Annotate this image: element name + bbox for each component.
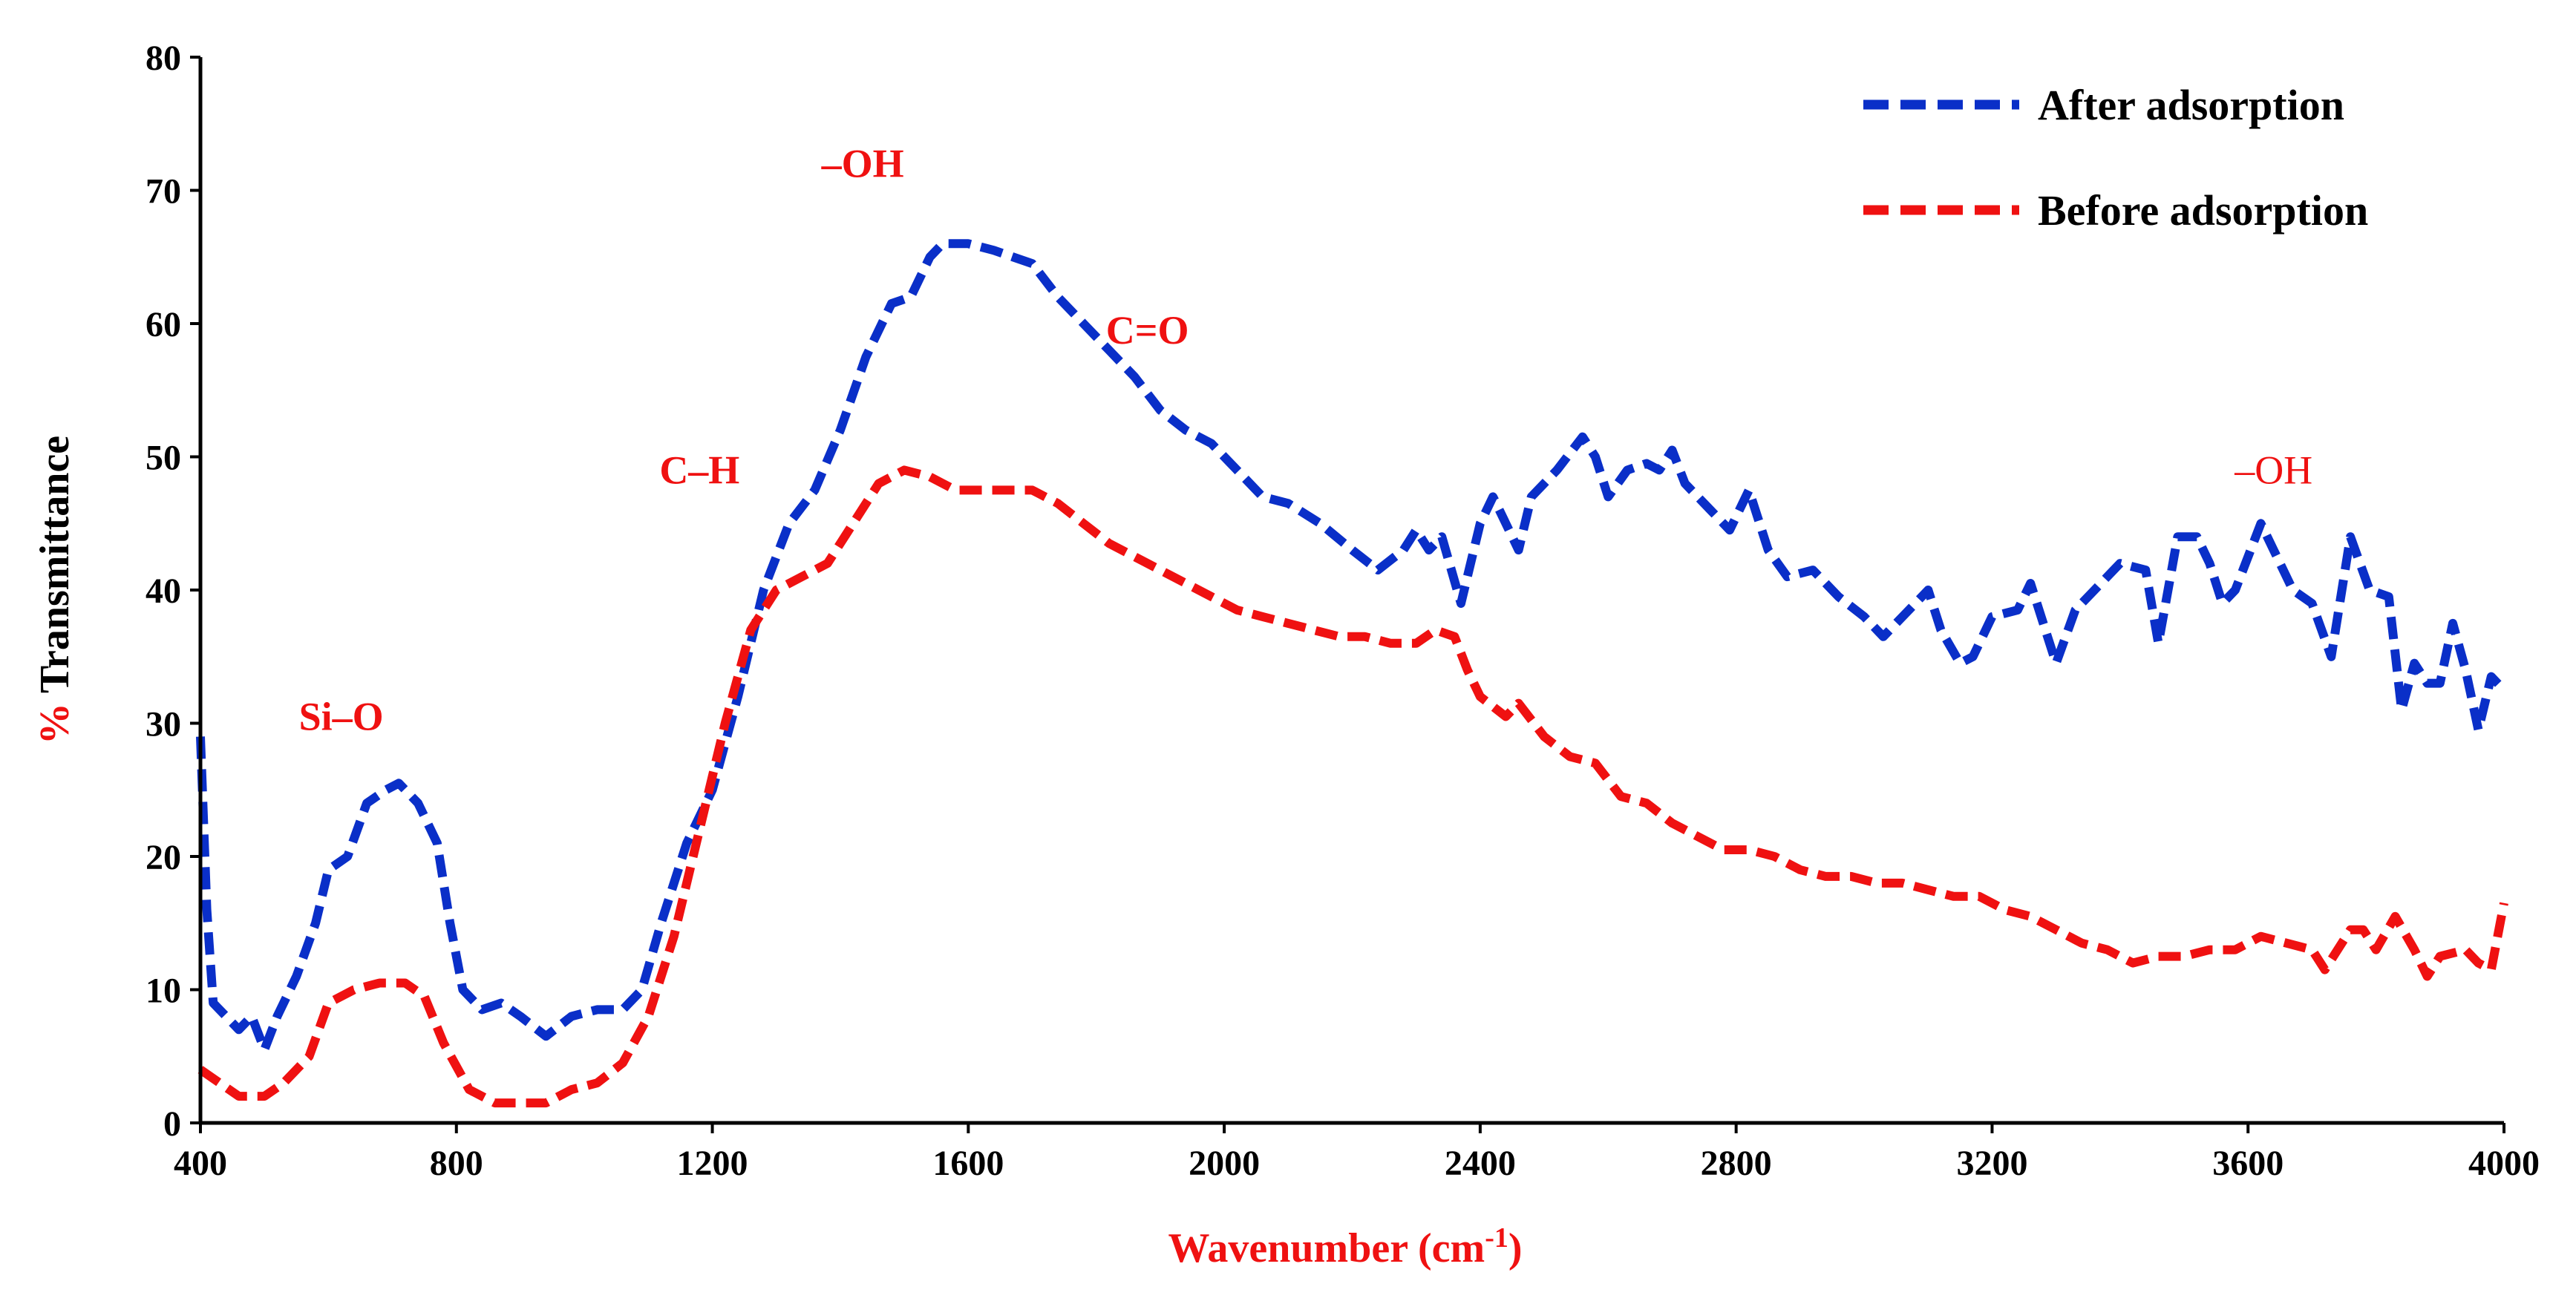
y-axis-title: % Transmittance [32, 436, 78, 744]
annotation-label: –OH [2234, 448, 2312, 492]
x-tick-label: 4000 [2468, 1144, 2540, 1183]
y-tick-label: 50 [146, 439, 181, 478]
y-axis-title-main: Transmittance [32, 436, 78, 703]
annotation-label: Si–O [299, 694, 384, 738]
y-tick-label: 40 [146, 571, 181, 611]
x-tick-label: 1600 [932, 1144, 1004, 1183]
x-tick-label: 800 [430, 1144, 483, 1183]
annotation-label: C=O [1106, 308, 1189, 353]
annotation-label: C–H [659, 448, 739, 492]
annotation-label: –OH [821, 142, 904, 186]
series-line-after-adsorption [196, 239, 2508, 1055]
legend-label-before: Before adsorption [2038, 186, 2368, 235]
ticks-layer: 400 800 1200 1600 2000 2400 2800 3200 3600 4000 0 1… [146, 39, 2540, 1183]
x-tick-label: 2000 [1189, 1144, 1260, 1183]
series-line-before-adsorption [197, 465, 2508, 1108]
x-axis-title-sup: -1 [1485, 1222, 1508, 1254]
series-layer [196, 239, 2508, 1108]
x-tick-label: 3600 [2212, 1144, 2284, 1183]
y-tick-label: 10 [146, 972, 181, 1011]
x-axis-title: Wavenumber (cm-1) [1168, 1222, 1522, 1271]
annotations: Si–O –OH C=O C–H –OH [299, 142, 2313, 739]
y-tick-label: 80 [146, 39, 181, 78]
legend-label-after: After adsorption [2038, 81, 2344, 129]
y-tick-label: 0 [163, 1104, 181, 1144]
x-axis-title-main: Wavenumber (cm [1168, 1225, 1485, 1271]
y-axis-title-prefix: % [32, 703, 78, 744]
y-tick-label: 30 [146, 705, 181, 744]
x-tick-label: 1200 [677, 1144, 748, 1183]
x-tick-label: 3200 [1956, 1144, 2027, 1183]
y-tick-label: 20 [146, 838, 181, 877]
y-tick-label: 60 [146, 305, 181, 344]
y-tick-label: 70 [146, 172, 181, 212]
x-tick-label: 400 [174, 1144, 227, 1183]
legend: After adsorption Before adsorption [1863, 81, 2368, 235]
x-tick-label: 2800 [1701, 1144, 1772, 1183]
x-tick-label: 2400 [1445, 1144, 1516, 1183]
x-axis-title-close: ) [1508, 1225, 1523, 1271]
